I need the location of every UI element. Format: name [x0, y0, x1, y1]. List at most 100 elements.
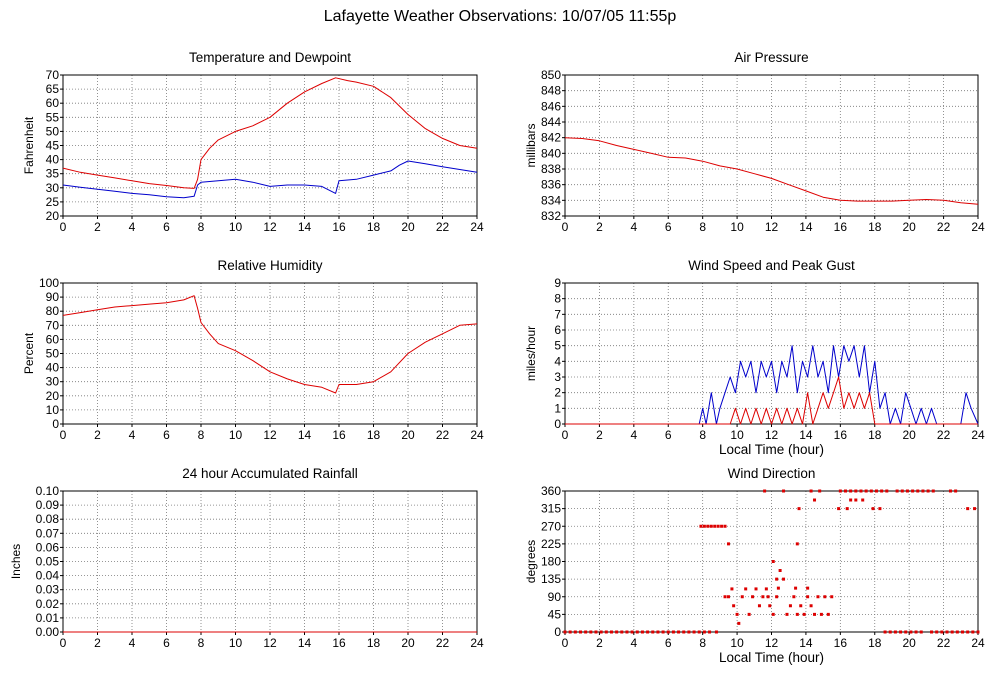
data-point [609, 630, 613, 634]
data-point [740, 595, 744, 599]
data-point [813, 498, 817, 502]
y-tick-label: 1 [554, 401, 561, 415]
x-tick-label: 8 [699, 636, 706, 650]
x-tick-label: 14 [799, 428, 813, 442]
x-tick-label: 20 [401, 220, 415, 234]
x-tick-label: 16 [834, 428, 848, 442]
data-point [594, 630, 598, 634]
data-point [735, 612, 739, 616]
page-title: Lafayette Weather Observations: 10/07/05… [323, 8, 677, 25]
data-point [702, 524, 706, 528]
data-point [921, 489, 925, 493]
data-point [775, 577, 779, 581]
x-tick-label: 12 [765, 636, 779, 650]
data-point [904, 630, 908, 634]
x-tick-label: 2 [94, 220, 101, 234]
y-tick-label: 90 [548, 590, 562, 604]
x-tick-label: 6 [163, 428, 170, 442]
y-tick-label: 40 [46, 153, 60, 167]
x-tick-label: 22 [436, 636, 450, 650]
y-tick-label: 0.07 [36, 526, 60, 540]
x-tick-label: 24 [470, 636, 484, 650]
x-tick-label: 22 [937, 428, 951, 442]
data-point [940, 630, 944, 634]
data-point [845, 507, 849, 511]
data-point [826, 612, 830, 616]
data-point [966, 630, 970, 634]
data-point [744, 587, 748, 591]
y-tick-label: 0.06 [36, 540, 60, 554]
data-point [646, 630, 650, 634]
series-line-1 [62, 77, 478, 189]
x-tick-label: 4 [129, 636, 136, 650]
y-tick-label: 846 [541, 99, 561, 113]
chart-title: Temperature and Dewpoint [189, 50, 351, 65]
x-tick-label: 0 [60, 428, 67, 442]
data-point [714, 630, 718, 634]
x-tick-label: 10 [730, 428, 744, 442]
y-tick-label: 65 [46, 82, 60, 96]
y-tick-label: 4 [554, 354, 561, 368]
data-point [682, 630, 686, 634]
x-tick-label: 4 [630, 428, 637, 442]
data-point [723, 524, 727, 528]
x-tick-label: 8 [198, 636, 205, 650]
data-point [948, 489, 952, 493]
y-tick-label: 3 [554, 370, 561, 384]
data-point [864, 489, 868, 493]
data-point [578, 630, 582, 634]
chart-title: Wind Direction [728, 466, 816, 481]
chart-temp: 0 2 4 6 8 10 12 14 16 18 20 22 242025303540455055606… [22, 50, 484, 234]
data-point [708, 630, 712, 634]
x-tick-label: 8 [699, 220, 706, 234]
y-tick-label: 50 [46, 347, 60, 361]
data-point [813, 612, 817, 616]
data-point [584, 630, 588, 634]
y-tick-label: 0.04 [36, 569, 60, 583]
x-tick-label: 24 [470, 428, 484, 442]
data-point [677, 630, 681, 634]
y-tick-label: 30 [46, 181, 60, 195]
data-point [854, 498, 858, 502]
data-point [854, 489, 858, 493]
data-point [620, 630, 624, 634]
data-point [837, 507, 841, 511]
data-point [656, 630, 660, 634]
series-line-1 [62, 295, 478, 394]
chart-pressure: 0 2 4 6 8 10 12 14 16 18 20 22 248328348368388408428… [524, 50, 985, 234]
series-line-2 [62, 160, 478, 199]
data-point [635, 630, 639, 634]
y-tick-label: 7 [554, 307, 561, 321]
data-point [945, 630, 949, 634]
x-tick-label: 18 [367, 220, 381, 234]
data-point [795, 542, 799, 546]
y-tick-label: 834 [541, 193, 561, 207]
y-tick-label: 225 [541, 537, 561, 551]
y-tick-label: 10 [46, 403, 60, 417]
chart-rain: 0 2 4 6 8 10 12 14 16 18 20 22 240.000.010.020.030.0… [9, 466, 484, 650]
data-point [878, 507, 882, 511]
data-point [916, 489, 920, 493]
data-point [792, 595, 796, 599]
data-point [794, 586, 798, 590]
y-tick-label: 90 [46, 290, 60, 304]
data-point [926, 489, 930, 493]
data-point [640, 630, 644, 634]
x-tick-label: 6 [163, 636, 170, 650]
data-point [849, 498, 853, 502]
y-tick-label: 0.05 [36, 555, 60, 569]
x-tick-label: 14 [799, 220, 813, 234]
y-tick-label: 30 [46, 375, 60, 389]
data-point [861, 498, 865, 502]
y-tick-label: 8 [554, 292, 561, 306]
x-tick-label: 6 [665, 636, 672, 650]
y-tick-label: 0.01 [36, 611, 60, 625]
data-point [713, 524, 717, 528]
x-tick-label: 20 [902, 428, 916, 442]
data-point [874, 489, 878, 493]
y-tick-label: 0.03 [36, 583, 60, 597]
data-point [761, 595, 765, 599]
data-point [776, 586, 780, 590]
data-point [830, 595, 834, 599]
chart-title: Relative Humidity [217, 258, 322, 273]
